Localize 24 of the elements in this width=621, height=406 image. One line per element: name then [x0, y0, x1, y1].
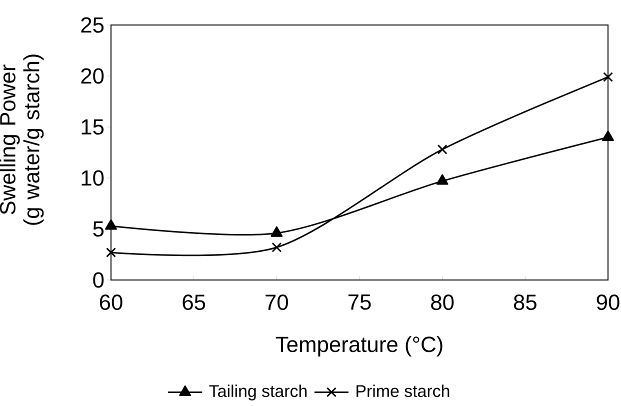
y-tick-label: 20: [81, 68, 104, 84]
x-tick-label: 85: [514, 294, 536, 310]
x-tick-label: 80: [431, 294, 454, 310]
x-tick-label: 65: [182, 294, 206, 310]
x-axis-title: Temperature (°C): [276, 336, 442, 357]
point: [437, 144, 448, 154]
y-tick-label: 0: [93, 272, 104, 288]
point: [106, 247, 116, 258]
point: [270, 226, 283, 237]
y-tick-label: 25: [81, 17, 104, 33]
legend-label: Prime starch: [356, 384, 450, 398]
y-tick-label: 10: [82, 170, 104, 186]
point: [272, 242, 282, 252]
x-tick-label: 70: [266, 294, 288, 310]
x-tick-label: 90: [596, 294, 620, 310]
y-tick-label: 15: [82, 119, 104, 135]
x-tick-label: 75: [348, 294, 371, 310]
point: [105, 219, 117, 230]
point: [436, 174, 448, 185]
point: [603, 72, 613, 82]
y-tick-label: 5: [93, 221, 104, 237]
legend-label: Tailing starch: [209, 384, 307, 400]
point: [602, 130, 614, 141]
x-tick-label: 60: [100, 294, 122, 310]
